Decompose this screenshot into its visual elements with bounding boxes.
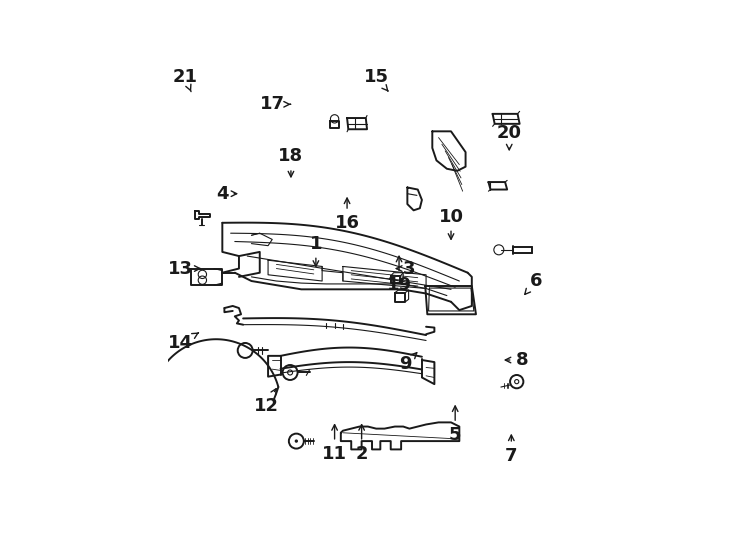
Text: 4: 4 [216,185,236,202]
Text: 19: 19 [387,256,412,294]
Text: 7: 7 [505,435,517,464]
Text: 21: 21 [172,68,197,92]
Text: 13: 13 [168,260,200,278]
Text: 16: 16 [335,198,360,232]
Text: 17: 17 [260,95,291,113]
Text: 5: 5 [449,406,462,444]
Text: 18: 18 [278,147,303,177]
Text: 20: 20 [497,124,522,150]
Text: 12: 12 [253,389,278,415]
Text: 3: 3 [396,260,415,278]
Text: 15: 15 [363,68,389,91]
Text: 9: 9 [399,353,417,373]
Text: 1: 1 [310,234,322,266]
Circle shape [294,440,298,443]
Text: 10: 10 [438,207,463,239]
Text: 11: 11 [322,424,347,463]
Text: 6: 6 [525,272,542,294]
Text: 14: 14 [168,333,198,353]
Text: 8: 8 [505,351,528,369]
Text: 2: 2 [355,424,368,463]
